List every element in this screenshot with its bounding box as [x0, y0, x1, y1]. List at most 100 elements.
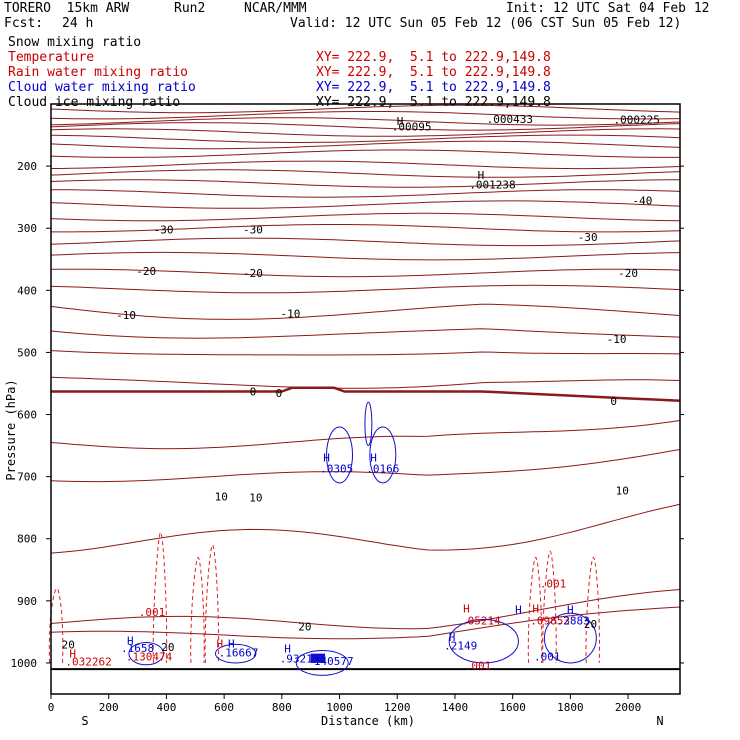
plot-frame	[50, 103, 681, 695]
temperature-contour	[50, 376, 681, 389]
extremum-label: .001	[465, 659, 492, 672]
extremum-label: H	[449, 631, 456, 644]
extremum-label: .9321	[280, 653, 313, 666]
x-tick-label: 2000	[615, 701, 642, 714]
y-tick-label: 500	[17, 346, 37, 359]
x-tick-label: 400	[156, 701, 176, 714]
extremum-label: H	[397, 115, 404, 128]
field-temperature: Temperature	[8, 50, 95, 65]
extremum-label: .032262	[65, 656, 111, 669]
extremum-label: H	[463, 602, 470, 615]
x-tick-label: 1600	[499, 701, 526, 714]
extremum-label: .09853	[530, 615, 570, 628]
valid-time: Valid: 12 UTC Sun 05 Feb 12 (06 CST Sun …	[290, 16, 682, 31]
temperature-label: -30	[578, 231, 598, 244]
temperature-label: -30	[154, 223, 174, 236]
temperature-contour	[50, 117, 681, 126]
rain-contour	[585, 556, 600, 663]
cloud-water-contours	[128, 401, 597, 676]
extremum-label: .001238	[469, 179, 515, 192]
freezing-level-contour	[51, 386, 681, 403]
extremum-label: .000225	[614, 114, 660, 127]
cloud-water-contour	[214, 643, 257, 664]
temperature-label: -20	[243, 267, 263, 280]
cloud-water-contour	[128, 641, 165, 666]
temperature-contour	[51, 160, 681, 170]
cloud-water-maximum	[310, 653, 326, 663]
cloud-water-contour	[326, 426, 354, 484]
temperature-contour	[50, 111, 681, 120]
extremum-label: .16667	[219, 646, 259, 659]
y-tick-label: 700	[17, 471, 37, 484]
temperature-label: -20	[136, 265, 156, 278]
rain-contours	[48, 532, 600, 663]
cloud-water-contour	[369, 426, 397, 484]
temperature-label: -10	[607, 333, 627, 346]
temperature-contour	[50, 589, 681, 630]
field-rain: Rain water mixing ratio	[8, 65, 189, 80]
extremum-label: .1658	[121, 642, 154, 655]
extremum-label: H	[228, 638, 235, 651]
temperature-contour	[50, 606, 681, 640]
run-label: Run2	[174, 1, 206, 16]
y-tick-label: 1000	[11, 657, 38, 670]
extremum-label: H	[216, 638, 223, 651]
temperature-contour	[50, 104, 681, 114]
xy-temperature: XY= 222.9, 5.1 to 222.9,149.8	[316, 50, 551, 65]
x-tick-label: 1400	[442, 701, 469, 714]
xy-rain: XY= 222.9, 5.1 to 222.9,149.8	[316, 65, 551, 80]
temperature-label: -30	[243, 223, 263, 236]
fcst-value: 24 h	[62, 16, 94, 31]
x-tick-label: 1000	[326, 701, 353, 714]
temperature-label: 10	[215, 491, 228, 504]
xy-cloud-ice: XY= 222.9, 5.1 to 222.9,149.8	[316, 95, 551, 110]
extremum-label: H	[478, 169, 485, 182]
temperature-contour	[50, 237, 681, 247]
field-cloud-ice: Cloud ice mixing ratio	[8, 95, 181, 110]
extremum-label: H	[127, 635, 134, 648]
y-axis-title: Pressure (hPa)	[4, 379, 18, 480]
contour-labels: -40 -30 -30 -30 -20 -20 -20 -10 -10 -10 0 0 0 10 10 10 2…	[62, 113, 660, 673]
temperature-contour	[50, 449, 681, 483]
temperature-label: 10	[249, 492, 262, 505]
temperature-label: 20	[161, 641, 174, 654]
x-axis-title: Distance (km)	[321, 714, 415, 728]
rain-contour	[527, 556, 543, 663]
init-time: Init: 12 UTC Sat 04 Feb 12	[506, 1, 710, 16]
extremum-label: .2149	[444, 640, 477, 653]
extremum-label: H	[284, 643, 291, 656]
extremum-label: H	[370, 451, 377, 464]
x-tick-label: 600	[214, 701, 234, 714]
extremum-label: .000433	[487, 113, 533, 126]
temperature-contour	[50, 169, 681, 178]
temperature-contour	[51, 224, 681, 233]
fcst-label: Fcst:	[4, 16, 44, 31]
temperature-contour	[50, 328, 681, 339]
cloud-water-contour	[295, 650, 349, 676]
cloud-water-contour	[448, 618, 519, 664]
temperature-contours	[50, 104, 681, 671]
extremum-label: .001	[540, 577, 567, 590]
temperature-contour	[50, 503, 681, 554]
temperature-label: 20	[62, 638, 75, 651]
extremum-label: H	[69, 648, 76, 661]
temperature-contour	[50, 251, 681, 261]
temperature-contour	[50, 128, 681, 137]
temperature-contour	[50, 212, 681, 222]
extremum-label: .05214	[461, 615, 501, 628]
cloud-water-contour	[543, 612, 597, 664]
y-tick-label: 600	[17, 409, 37, 422]
extremum-label: H	[532, 602, 539, 615]
extremum-label: H	[323, 451, 330, 464]
temperature-contour	[50, 350, 681, 356]
temperature-label: -40	[633, 194, 653, 207]
extremum-label: 140577	[314, 655, 354, 668]
temperature-label: -20	[618, 267, 638, 280]
temperature-contour	[50, 122, 681, 131]
y-tick-label: 300	[17, 222, 37, 235]
rain-contour	[190, 556, 205, 663]
field-cloud-water: Cloud water mixing ratio	[8, 80, 196, 95]
temperature-contour	[50, 149, 680, 158]
temperature-label: 0	[276, 387, 283, 400]
